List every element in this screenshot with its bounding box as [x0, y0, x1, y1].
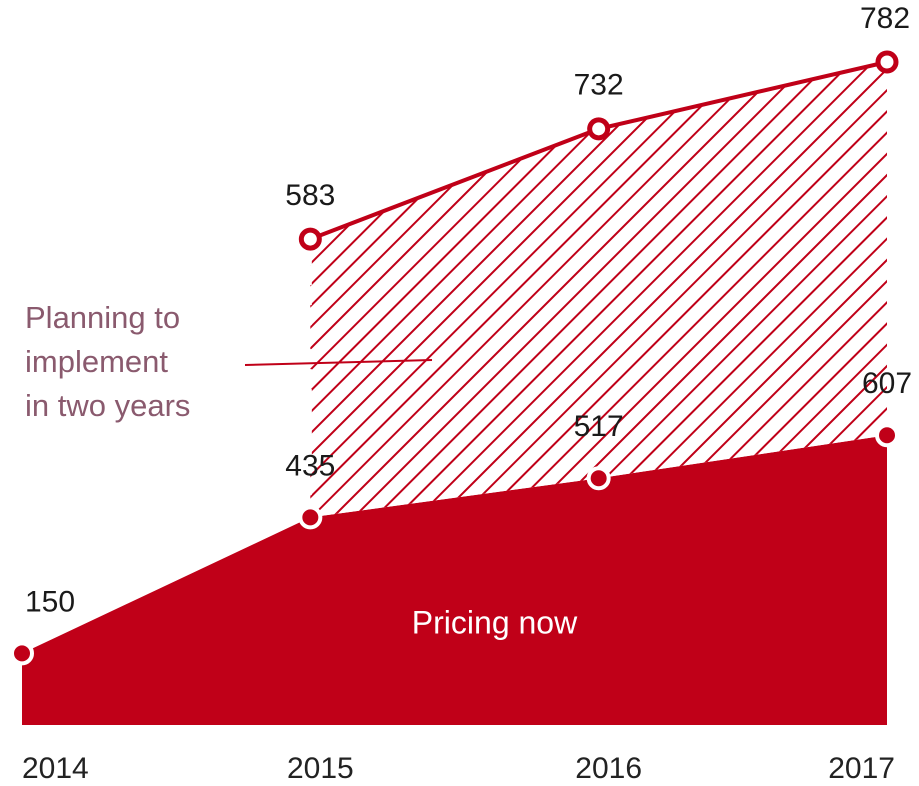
marker [298, 505, 323, 530]
x-tick-label: 2016 [575, 752, 642, 785]
data-label: 150 [25, 585, 75, 618]
x-tick-label: 2014 [22, 752, 89, 785]
data-label: 732 [574, 69, 624, 102]
series-label: Pricing now [412, 604, 578, 640]
data-label: 583 [285, 179, 335, 212]
area [22, 435, 887, 725]
data-label: 782 [860, 2, 910, 35]
data-label: 517 [574, 410, 624, 443]
marker [10, 641, 34, 666]
marker [875, 50, 899, 74]
data-label: 607 [862, 367, 912, 400]
marker [586, 466, 611, 491]
series-label: Planning to implement in two years [25, 300, 190, 423]
marker [587, 117, 611, 141]
x-tick-label: 2017 [828, 752, 895, 785]
marker [875, 423, 899, 448]
x-tick-label: 2015 [287, 752, 354, 785]
leader-line [244, 359, 433, 366]
marker [298, 227, 322, 251]
data-label: 435 [285, 449, 335, 482]
hatched-area [310, 62, 887, 518]
